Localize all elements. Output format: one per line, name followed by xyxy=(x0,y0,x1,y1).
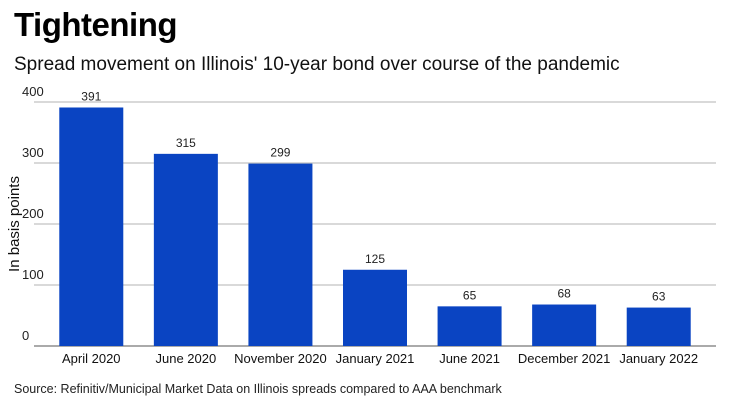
bar xyxy=(343,269,407,346)
y-axis-label: In basis points xyxy=(6,176,23,272)
x-tick-label: June 2020 xyxy=(155,351,216,366)
y-tick-label: 100 xyxy=(22,267,44,282)
y-tick-label: 300 xyxy=(22,145,44,160)
x-tick-label: January 2021 xyxy=(336,351,415,366)
bar xyxy=(532,304,597,346)
bar xyxy=(248,163,313,346)
value-labels: 391 315 299 125 65 68 63 xyxy=(81,89,665,303)
y-tick-label: 200 xyxy=(22,206,44,221)
x-tick-label: June 2021 xyxy=(439,351,500,366)
source-note: Source: Refinitiv/Municipal Market Data … xyxy=(14,382,502,396)
bar xyxy=(153,153,218,346)
y-tick-label: 0 xyxy=(22,328,29,343)
y-axis-ticks: 0 100 200 300 400 xyxy=(22,84,44,343)
bar-value-label: 63 xyxy=(652,290,666,304)
y-tick-label: 400 xyxy=(22,84,44,99)
bar-value-label: 125 xyxy=(365,252,385,266)
bar-value-label: 391 xyxy=(81,89,101,103)
bar-value-label: 65 xyxy=(463,288,477,302)
bar xyxy=(59,107,124,347)
chart-title: Tightening xyxy=(14,6,178,43)
bar-value-label: 315 xyxy=(176,136,196,150)
x-tick-label: April 2020 xyxy=(62,351,121,366)
chart-subtitle: Spread movement on Illinois' 10-year bon… xyxy=(14,54,620,75)
x-axis-labels: April 2020 June 2020 November 2020 January … xyxy=(62,351,698,366)
x-tick-label: November 2020 xyxy=(234,351,327,366)
x-tick-label: December 2021 xyxy=(518,351,611,366)
bar xyxy=(626,307,691,346)
x-tick-label: January 2022 xyxy=(619,351,698,366)
bars xyxy=(59,107,691,347)
bar-value-label: 299 xyxy=(270,146,290,160)
bar-chart: 0 100 200 300 400 391 315 299 125 65 68 63 April 2… xyxy=(6,84,716,366)
bar-value-label: 68 xyxy=(557,287,571,301)
bar xyxy=(437,306,502,346)
